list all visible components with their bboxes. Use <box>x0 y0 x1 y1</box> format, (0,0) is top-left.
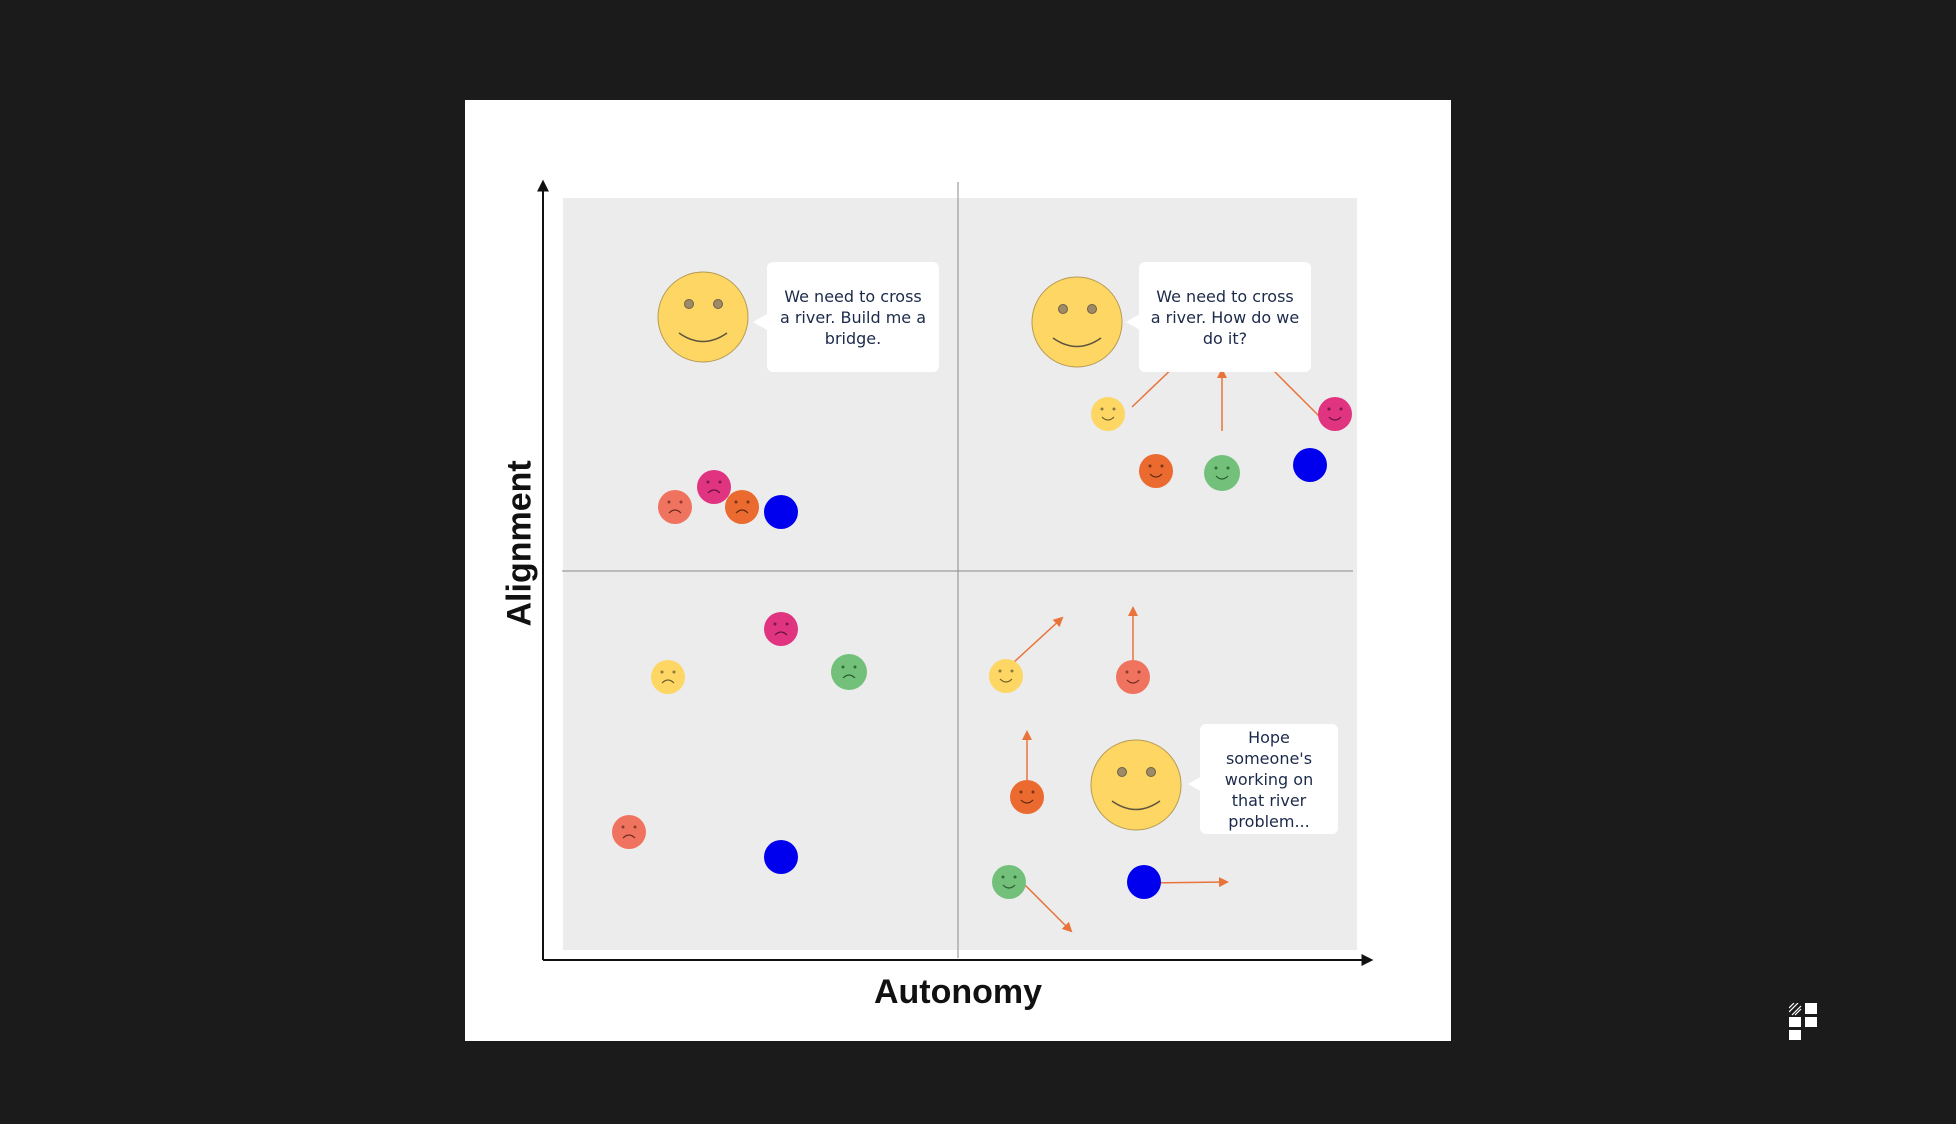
diagram-canvas: We need to cross a river. Build me a bri… <box>465 100 1451 1041</box>
face-yellow-happy <box>989 659 1023 693</box>
face-salmon-sad <box>658 490 692 524</box>
face-orange-sad <box>725 490 759 524</box>
speech-tail-top-left <box>753 314 767 330</box>
brand-logo-icon <box>1789 1003 1817 1040</box>
leader-face-top-left <box>657 271 749 363</box>
leader-face-bottom-right <box>1090 739 1182 831</box>
face-salmon-sad <box>612 815 646 849</box>
speech-bubble-top-left: We need to cross a river. Build me a bri… <box>767 262 939 372</box>
face-blue <box>764 495 798 529</box>
face-yellow-happy <box>1091 397 1125 431</box>
arrow-yellow-scattered <box>1012 616 1064 664</box>
speech-tail-bottom-right <box>1188 776 1202 792</box>
quadrant-diagram <box>537 179 1374 966</box>
face-yellow-sad <box>651 660 685 694</box>
face-magenta-sad <box>697 470 731 504</box>
x-axis-label: Autonomy <box>873 973 1043 1011</box>
speech-tail-top-right <box>1126 314 1140 330</box>
leader-face-top-right <box>1031 276 1123 368</box>
face-magenta-sad <box>764 612 798 646</box>
face-orange-happy <box>1139 454 1173 488</box>
face-blue <box>1127 865 1161 899</box>
face-blue <box>1293 448 1327 482</box>
face-green-happy <box>992 865 1026 899</box>
y-axis-label: Alignment <box>500 460 539 627</box>
speech-bubble-top-right: We need to cross a river. How do we do i… <box>1139 262 1311 372</box>
face-green-sad <box>831 654 867 690</box>
face-blue <box>764 840 798 874</box>
arrow-green-scattered <box>1022 882 1073 933</box>
face-magenta-happy <box>1318 397 1352 431</box>
face-salmon-happy <box>1116 660 1150 694</box>
speech-bubble-bottom-right: Hope someone's working on that river pro… <box>1200 724 1338 834</box>
face-green-happy <box>1204 455 1240 491</box>
face-orange-happy <box>1010 780 1044 814</box>
